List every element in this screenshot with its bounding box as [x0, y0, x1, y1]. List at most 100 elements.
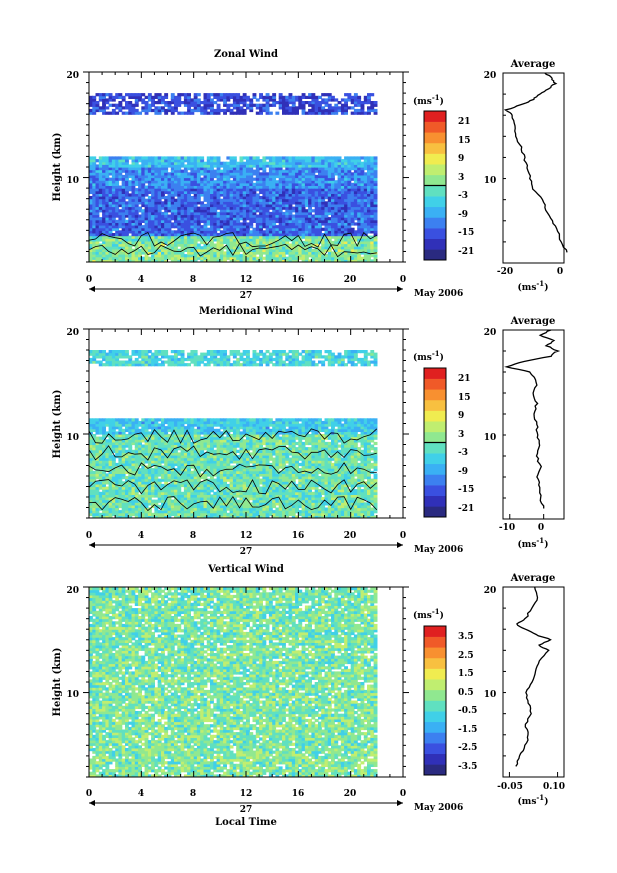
heatmap-cell: [265, 248, 270, 252]
heatmap-cell: [252, 238, 257, 242]
heatmap-cell: [190, 167, 195, 171]
heatmap-cell: [295, 95, 299, 99]
heatmap-cell: [105, 447, 110, 451]
heatmap-cell: [291, 190, 296, 194]
heatmap-cell: [141, 502, 146, 506]
heatmap-cell: [108, 254, 113, 258]
heatmap-cell: [350, 172, 355, 176]
heatmap-cell: [111, 159, 116, 163]
heatmap-cell: [131, 483, 136, 488]
heatmap-cell: [344, 203, 348, 208]
heatmap-cell: [108, 256, 113, 260]
heatmap-cell: [223, 174, 227, 179]
heatmap-cell: [340, 256, 345, 260]
heatmap-cell: [134, 507, 139, 511]
heatmap-cell: [154, 177, 159, 181]
heatmap-cell: [367, 256, 371, 260]
heatmap-cell: [128, 499, 133, 503]
heatmap-cell: [89, 504, 93, 509]
heatmap-cell: [298, 233, 303, 237]
heatmap-cell: [327, 167, 332, 171]
heatmap-cell: [314, 254, 319, 258]
heatmap-cell: [232, 106, 237, 110]
heatmap-cell: [314, 106, 319, 110]
heatmap-cell: [95, 510, 100, 514]
heatmap-cell: [350, 233, 355, 237]
heatmap-cell: [141, 452, 146, 456]
heatmap-cell: [105, 201, 110, 205]
heatmap-cell: [115, 190, 120, 194]
heatmap-cell: [236, 167, 241, 171]
heatmap-cell: [157, 357, 162, 362]
heatmap-cell: [92, 161, 97, 165]
heatmap-cell: [196, 211, 201, 216]
heatmap-cell: [105, 98, 110, 102]
heatmap-cell: [239, 98, 244, 102]
heatmap-cell: [327, 164, 332, 168]
heatmap-cell: [353, 217, 358, 221]
heatmap-cell: [102, 470, 106, 474]
heatmap-cell: [157, 423, 162, 427]
heatmap-cell: [308, 251, 312, 255]
heatmap-cell: [102, 222, 106, 226]
heatmap-cell: [246, 196, 250, 200]
heatmap-cell: [147, 167, 152, 171]
heatmap-cell: [125, 209, 129, 213]
heatmap-cell: [252, 164, 257, 168]
heatmap-cell: [327, 230, 332, 234]
heatmap-cell: [298, 238, 303, 242]
heatmap-cell: [131, 209, 136, 213]
heatmap-cell: [350, 98, 355, 102]
heatmap-cell: [170, 98, 175, 102]
heatmap-cell: [144, 227, 149, 231]
heatmap-cell: [115, 227, 120, 231]
heatmap-cell: [363, 167, 368, 171]
heatmap-cell: [177, 217, 182, 221]
heatmap-cell: [242, 174, 247, 179]
heatmap-cell: [134, 196, 139, 200]
heatmap-cell: [210, 251, 214, 255]
heatmap-cell: [367, 238, 371, 242]
heatmap-cell: [102, 441, 106, 446]
heatmap-cell: [102, 444, 106, 448]
heatmap-cell: [265, 233, 270, 237]
heatmap-cell: [134, 512, 139, 516]
heatmap-cell: [134, 515, 139, 518]
heatmap-cell: [161, 434, 165, 438]
heatmap-cell: [210, 203, 214, 208]
heatmap-cell: [98, 360, 103, 364]
heatmap-cell: [161, 510, 165, 514]
heatmap-cell: [242, 219, 247, 223]
heatmap-cell: [128, 426, 133, 430]
heatmap-cell: [223, 188, 227, 192]
heatmap-cell: [321, 108, 326, 113]
heatmap-cell: [318, 182, 322, 186]
heatmap-cell: [128, 254, 133, 258]
heatmap-cell: [229, 93, 234, 97]
heatmap-cell: [144, 108, 149, 113]
heatmap-cell: [340, 172, 345, 176]
colorbar-tick: 21: [458, 117, 471, 127]
heatmap-cell: [219, 230, 224, 234]
heatmap-cell: [98, 423, 103, 427]
heatmap-cell: [295, 159, 299, 163]
heatmap-cell: [288, 161, 293, 165]
heatmap-cell: [370, 227, 375, 231]
heatmap-cell: [249, 203, 254, 208]
heatmap-cell: [295, 201, 299, 205]
heatmap-cell: [161, 473, 165, 477]
heatmap-cell: [190, 230, 195, 234]
heatmap-cell: [193, 238, 198, 242]
average-unit: (ms-1): [518, 279, 549, 293]
heatmap-cell: [164, 198, 169, 202]
heatmap-cell: [285, 159, 290, 163]
heatmap-cell: [111, 164, 116, 168]
heatmap-cell: [147, 172, 152, 176]
heatmap-cell: [268, 161, 273, 165]
heatmap-cell: [268, 227, 273, 231]
heatmap-cell: [105, 352, 110, 356]
heatmap-cell: [203, 95, 208, 99]
heatmap-cell: [321, 182, 326, 186]
heatmap-cell: [210, 219, 214, 223]
heatmap-cell: [164, 108, 169, 113]
